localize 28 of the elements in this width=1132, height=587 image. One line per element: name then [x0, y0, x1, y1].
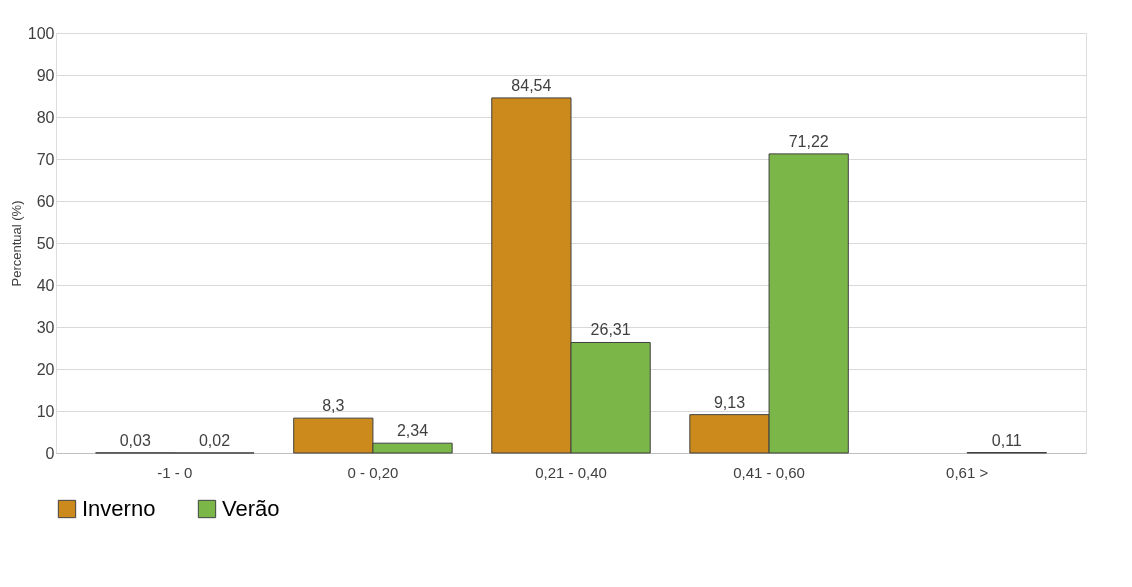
x-tick-label: 0,61 >	[946, 463, 989, 481]
data-label: 0,11	[991, 431, 1022, 449]
data-label: 2,34	[396, 422, 429, 440]
y-tick-label: 60	[36, 192, 55, 210]
y-tick-label: 100	[27, 24, 55, 42]
data-label: 84,54	[511, 76, 552, 94]
y-tick-label: 50	[36, 234, 55, 252]
y-tick-label: 40	[36, 276, 55, 294]
data-label: 9,13	[713, 393, 746, 411]
y-tick-label: 70	[36, 150, 55, 168]
data-label: 0,02	[198, 431, 231, 449]
data-label: 71,22	[788, 132, 829, 150]
x-tick-label: 0,41 - 0,60	[733, 463, 805, 481]
y-tick-label: 80	[36, 108, 55, 126]
data-label: 26,31	[590, 321, 631, 339]
y-tick-label: 90	[36, 66, 55, 84]
data-label: 8,3	[322, 397, 345, 415]
y-tick-label: 30	[36, 318, 55, 336]
x-tick-label: 0,21 - 0,40	[535, 463, 607, 481]
y-tick-label: 0	[45, 444, 55, 462]
y-tick-label: 10	[36, 402, 55, 420]
y-tick-label: 20	[36, 360, 55, 378]
x-tick-label: 0 - 0,20	[347, 463, 399, 481]
legend-label: Inverno	[82, 496, 156, 521]
legend-label: Verão	[222, 496, 280, 521]
y-axis-title: Percentual (%)	[8, 200, 24, 287]
x-tick-label: -1 - 0	[157, 463, 193, 481]
data-label: 0,03	[119, 431, 151, 449]
